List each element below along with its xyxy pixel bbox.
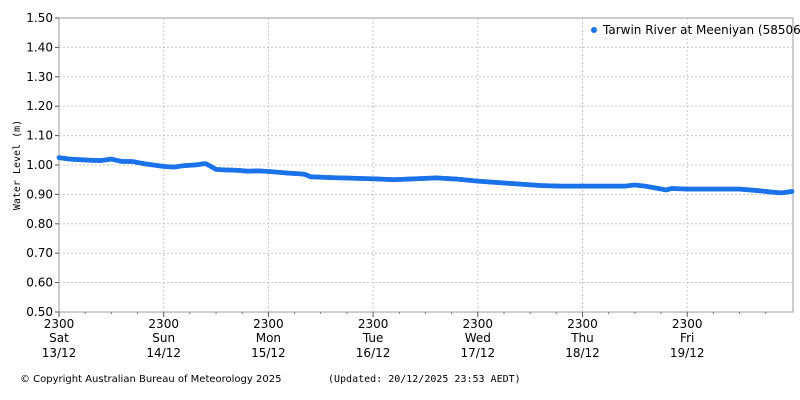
x-tick-label-time: 2300 bbox=[463, 317, 494, 331]
x-tick-label-date: 14/12 bbox=[146, 346, 181, 360]
y-tick-label: 0.60 bbox=[26, 276, 53, 290]
y-tick-label: 0.50 bbox=[26, 305, 53, 319]
y-tick-label: 0.90 bbox=[26, 187, 53, 201]
y-tick-label: 1.30 bbox=[26, 70, 53, 84]
data-point bbox=[789, 189, 795, 194]
x-tick-label-date: 15/12 bbox=[251, 346, 286, 360]
y-tick-label: 1.20 bbox=[26, 99, 53, 113]
legend-marker bbox=[591, 27, 597, 33]
x-tick-label-date: 17/12 bbox=[461, 346, 496, 360]
x-tick-label-day: Mon bbox=[256, 331, 281, 345]
x-tick-label-time: 2300 bbox=[567, 317, 598, 331]
x-tick-label-date: 18/12 bbox=[565, 346, 600, 360]
data-points bbox=[56, 155, 795, 196]
x-tick-label-day: Sun bbox=[152, 331, 175, 345]
gridlines bbox=[59, 18, 793, 312]
x-tick-label-time: 2300 bbox=[253, 317, 284, 331]
x-tick-label-date: 16/12 bbox=[356, 346, 391, 360]
y-tick-label: 0.80 bbox=[26, 217, 53, 231]
legend-label: Tarwin River at Meeniyan (585066) bbox=[602, 23, 800, 37]
x-tick-label-date: 13/12 bbox=[42, 346, 77, 360]
x-axis-ticks: 2300Sat13/122300Sun14/122300Mon15/122300… bbox=[42, 312, 767, 360]
y-tick-label: 0.70 bbox=[26, 246, 53, 260]
y-tick-label: 1.40 bbox=[26, 40, 53, 54]
legend: Tarwin River at Meeniyan (585066) bbox=[591, 23, 800, 37]
x-tick-label-day: Sat bbox=[49, 331, 69, 345]
x-tick-label-day: Tue bbox=[362, 331, 384, 345]
y-tick-label: 1.00 bbox=[26, 158, 53, 172]
x-tick-label-day: Fri bbox=[680, 331, 694, 345]
x-tick-label-time: 2300 bbox=[672, 317, 703, 331]
x-tick-label-day: Thu bbox=[570, 331, 594, 345]
y-axis-label: Water Level (m) bbox=[12, 120, 23, 210]
y-tick-label: 1.50 bbox=[26, 11, 53, 25]
y-axis-ticks: 0.50 0.60 0.70 0.80 0.90 1.00 1.10 1.20 1.30 1.40… bbox=[26, 11, 59, 319]
x-tick-label-day: Wed bbox=[465, 331, 491, 345]
updated-timestamp: (Updated: 20/12/2025 23:53 AEDT) bbox=[328, 374, 521, 385]
copyright-notice: © Copyright Australian Bureau of Meteoro… bbox=[20, 374, 282, 385]
x-tick-label-time: 2300 bbox=[358, 317, 389, 331]
x-tick-label-time: 2300 bbox=[44, 317, 75, 331]
y-tick-label: 1.10 bbox=[26, 129, 53, 143]
x-tick-label-date: 19/12 bbox=[670, 346, 705, 360]
x-tick-label-time: 2300 bbox=[148, 317, 179, 331]
